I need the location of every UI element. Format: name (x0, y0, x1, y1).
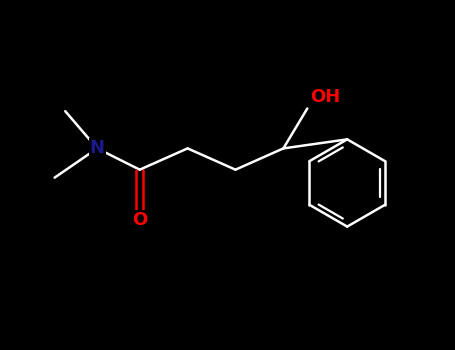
Text: O: O (132, 211, 147, 229)
Text: OH: OH (310, 88, 340, 106)
Text: N: N (90, 139, 105, 158)
